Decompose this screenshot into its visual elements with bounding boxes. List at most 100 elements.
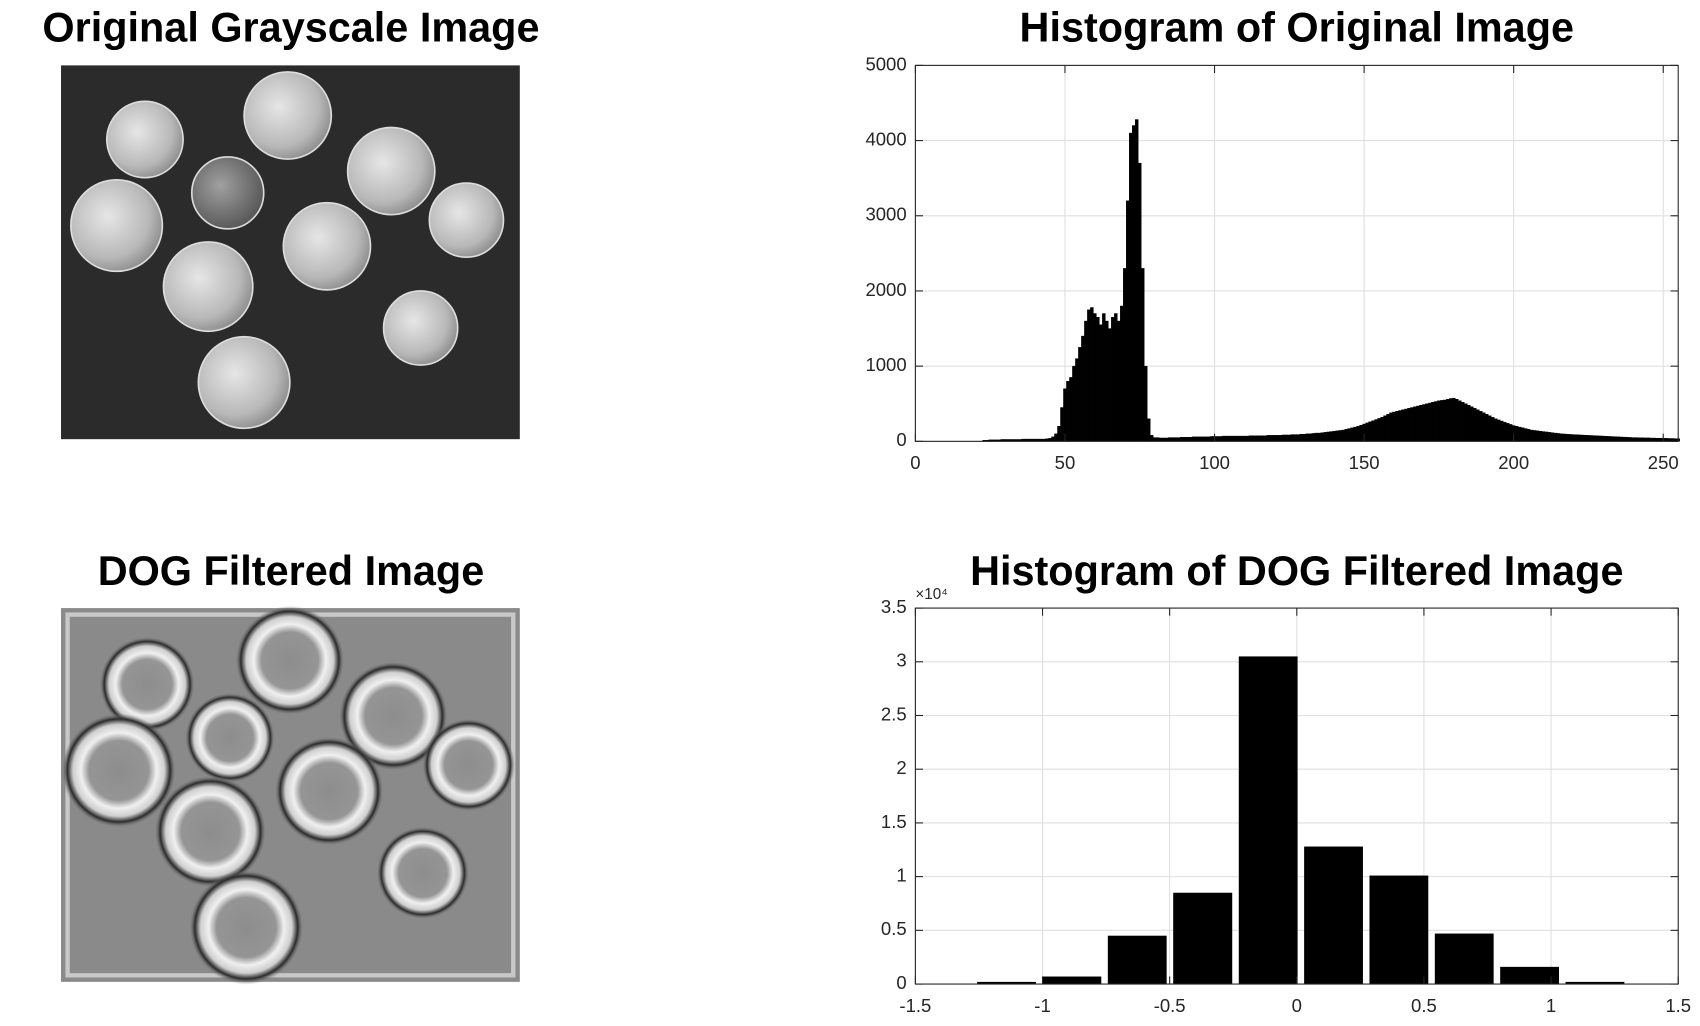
bar [1532, 430, 1537, 442]
coin-response [184, 692, 275, 783]
x-tick-label: 0 [910, 452, 920, 473]
bar [1200, 436, 1205, 442]
coin [162, 241, 254, 333]
bar [1072, 365, 1076, 442]
bar [1434, 933, 1494, 985]
bar [1485, 414, 1489, 442]
bar [1278, 435, 1283, 442]
bar [1191, 436, 1196, 442]
bar [1440, 400, 1444, 442]
bar [1266, 435, 1271, 442]
bar [1308, 433, 1312, 442]
bar [1238, 656, 1298, 985]
bar [1287, 434, 1292, 442]
bar [1491, 417, 1495, 442]
bar [1242, 435, 1247, 442]
bar [1230, 435, 1235, 442]
bar [1616, 436, 1621, 442]
bar [1413, 406, 1417, 442]
bar [1514, 426, 1519, 442]
coin-response [154, 775, 267, 888]
bar [1380, 417, 1384, 442]
coin-response [235, 605, 345, 715]
bar [1096, 317, 1100, 442]
chart-title: DOG Filtered Image [98, 548, 485, 594]
bar [1458, 400, 1462, 442]
bar [1353, 426, 1357, 442]
coin-response [376, 826, 470, 920]
axes-box [914, 64, 1679, 442]
bar [1574, 434, 1579, 442]
x-tick-label: -1.5 [899, 995, 931, 1016]
bar [1305, 433, 1309, 442]
bar [1571, 434, 1576, 442]
coin-response [189, 870, 304, 985]
bar [1374, 419, 1378, 442]
bar [1329, 431, 1333, 442]
bar [1054, 433, 1058, 442]
bar [1167, 437, 1172, 442]
bar [1583, 434, 1588, 442]
bar [1069, 377, 1073, 442]
chart-title: Histogram of Original Image [1020, 4, 1574, 50]
image [61, 605, 520, 985]
coin-response [338, 661, 448, 771]
bar [1428, 402, 1432, 442]
bar [1338, 430, 1342, 442]
x-tick-label: 200 [1498, 452, 1529, 473]
bar [1467, 405, 1471, 442]
bar [1060, 407, 1064, 442]
x-tick-label: 250 [1648, 452, 1679, 473]
coin [382, 290, 459, 366]
bar [1610, 436, 1615, 442]
bar [1078, 347, 1082, 442]
bar [1221, 435, 1226, 442]
bar [1371, 420, 1375, 442]
bar [1185, 436, 1190, 442]
x-tick-label: 0 [1292, 995, 1302, 1016]
bar [1401, 409, 1405, 442]
bar [1173, 892, 1233, 985]
bar [1392, 411, 1396, 442]
y-tick-label: 1.5 [881, 811, 907, 832]
bar [1479, 411, 1483, 442]
bar [977, 981, 1036, 985]
bar [1556, 433, 1561, 442]
coin [243, 71, 333, 160]
bar [1087, 309, 1091, 442]
bar [1063, 388, 1067, 442]
coin [70, 178, 164, 273]
y-tick-label: 5000 [865, 53, 906, 74]
bar [1126, 200, 1130, 442]
bar [1628, 437, 1633, 442]
x-tick-label: 1 [1546, 995, 1556, 1016]
bar [1090, 307, 1094, 442]
bar [1173, 437, 1178, 442]
bar [1281, 434, 1286, 442]
bar [1607, 436, 1612, 442]
coin [197, 335, 291, 430]
y-tick-label: 4000 [865, 128, 906, 149]
bar [1138, 162, 1142, 442]
bar [1589, 435, 1594, 442]
y-tick-label: 0.5 [881, 918, 907, 939]
x-tick-label: -0.5 [1154, 995, 1186, 1016]
bar [1332, 430, 1336, 442]
bar [1269, 435, 1274, 442]
y-tick-label: 0 [896, 972, 906, 993]
bar [1476, 409, 1480, 442]
bar [1075, 358, 1079, 442]
bar [1520, 427, 1525, 442]
bar [1386, 414, 1390, 442]
coin [190, 156, 265, 230]
bar [1347, 428, 1351, 442]
bar [1155, 437, 1160, 442]
bar [1437, 400, 1441, 442]
bar [1114, 313, 1118, 442]
bar [1320, 432, 1324, 442]
bar [1239, 435, 1244, 442]
bar [1601, 435, 1606, 442]
bar [1425, 403, 1429, 442]
y-tick-label: 0 [896, 429, 906, 450]
bar [1541, 431, 1546, 442]
